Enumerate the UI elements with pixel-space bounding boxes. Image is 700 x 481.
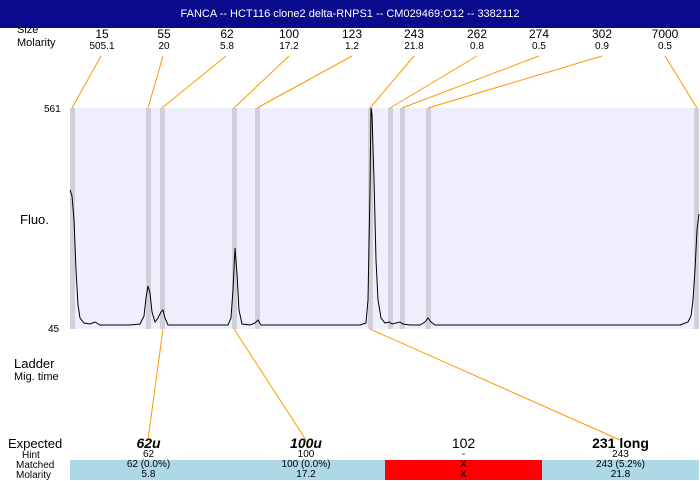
molarity-label: Molarity: [17, 37, 56, 49]
hint-value: -: [461, 449, 466, 460]
y-min-label: 45: [48, 324, 60, 335]
band: [255, 108, 260, 329]
size-label: Size: [17, 24, 39, 36]
peak-molarity: 20: [158, 41, 170, 52]
band: [426, 108, 431, 329]
band: [232, 108, 237, 329]
peak-size: 302: [591, 27, 613, 41]
matched-value: 100 (0.0%): [281, 459, 331, 470]
peak-size: 123: [341, 27, 363, 41]
peak-size: 243: [403, 27, 425, 41]
leader-lines: [71, 55, 698, 441]
expected-name: 62u: [136, 435, 161, 451]
band: [694, 108, 699, 329]
ladder-label: Ladder: [14, 356, 55, 371]
trace-line: [69, 107, 700, 326]
molarity-value: 21.8: [610, 469, 631, 480]
peak-molarity: 0.8: [470, 41, 484, 52]
peak-size: 15: [95, 27, 109, 41]
band: [146, 108, 151, 329]
expected-name: 231 long: [592, 435, 649, 451]
matched-value: 243 (5.2%): [596, 459, 645, 470]
fluo-label: Fluo.: [20, 212, 49, 227]
leader-line: [233, 55, 290, 109]
y-max-label: 561: [44, 104, 61, 115]
expected-label: Expected: [8, 436, 63, 451]
mig-time-label: Mig. time: [14, 371, 59, 383]
peak-size: 55: [157, 27, 171, 41]
band: [368, 108, 373, 329]
leader-line: [161, 55, 227, 109]
molarity-value: X: [460, 469, 467, 480]
leader-line: [369, 55, 415, 109]
expected-name: 102: [451, 435, 476, 451]
leader-line: [71, 55, 102, 109]
leader-line: [147, 328, 164, 441]
peak-molarity: 0.5: [658, 41, 672, 52]
molarity-value: 17.2: [296, 469, 316, 480]
peak-bands: [70, 108, 699, 329]
plot-area: [70, 108, 699, 329]
match-cell-ok: [70, 460, 227, 480]
peak-molarity: 0.9: [595, 41, 609, 52]
expected-name: 100u: [290, 435, 322, 451]
match-cell-ok: [542, 460, 699, 480]
molarity-bottom-label: Molarity: [16, 470, 52, 481]
size-label-text: Size: [17, 24, 39, 36]
match-cell-ok: [227, 460, 385, 480]
peak-molarity: 21.8: [404, 41, 424, 52]
leader-line: [664, 55, 698, 109]
peak-size: 274: [528, 27, 550, 41]
leader-line: [401, 55, 540, 109]
hint-label: Hint: [22, 450, 40, 461]
peak-molarity: 5.8: [220, 41, 234, 52]
peak-molarity: 1.2: [345, 41, 359, 52]
match-cell-fail: [385, 460, 542, 480]
title-bar: FANCA -- HCT116 clone2 delta-RNPS1 -- CM…: [0, 0, 700, 28]
band: [400, 108, 405, 329]
leader-line: [233, 328, 307, 441]
peak-size: 262: [466, 27, 488, 41]
leader-line: [256, 55, 353, 109]
hint-value: 243: [612, 449, 629, 460]
molarity-value: 5.8: [141, 469, 156, 480]
band: [70, 108, 75, 329]
matched-value: X: [460, 459, 467, 470]
peak-size: 7000: [651, 27, 679, 41]
peak-size: 62: [220, 27, 234, 41]
band: [388, 108, 393, 329]
hint-value: 62: [142, 449, 155, 460]
peak-molarity: 505.1: [89, 41, 115, 52]
leader-line: [427, 55, 603, 109]
band: [160, 108, 165, 329]
matched-value: 62 (0.0%): [126, 459, 171, 470]
hint-value: 100: [297, 449, 315, 460]
peak-molarity: 0.5: [532, 41, 546, 52]
leader-line: [389, 55, 478, 109]
leader-line: [147, 55, 164, 109]
leader-line: [369, 328, 621, 441]
peak-size: 100: [278, 27, 300, 41]
peak-molarity: 17.2: [279, 41, 299, 52]
window-title: FANCA -- HCT116 clone2 delta-RNPS1 -- CM…: [180, 8, 520, 20]
matched-label: Matched: [16, 460, 55, 471]
